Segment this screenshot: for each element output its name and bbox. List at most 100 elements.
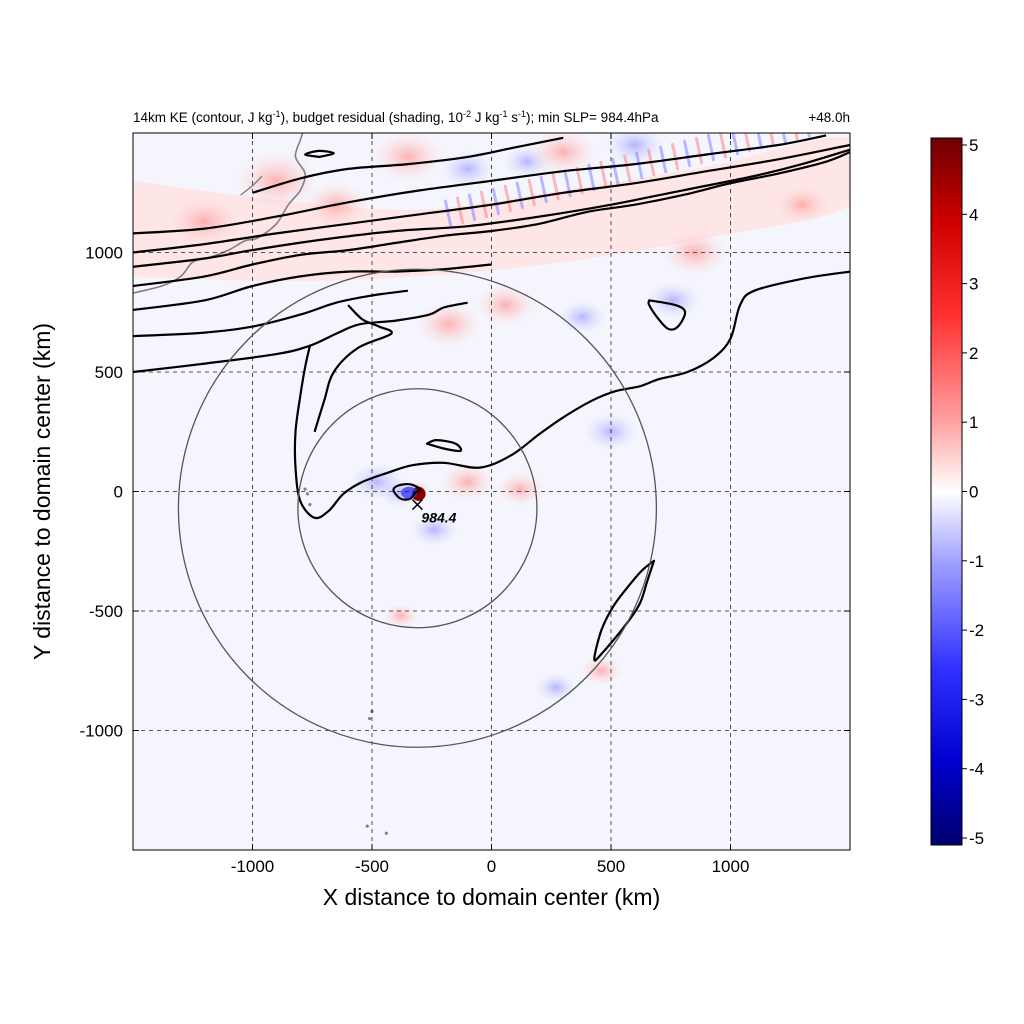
ke-contour-line [133, 151, 850, 288]
x-tick-label: 500 [597, 857, 625, 876]
colorbar-tick-label: 3 [969, 275, 978, 294]
coastline-island [305, 492, 310, 496]
colorbar-tick-label: 0 [969, 483, 978, 502]
colorbar-tick-label: -5 [969, 829, 984, 848]
shading-streak [623, 154, 632, 183]
shading-streak [527, 178, 536, 207]
shading-streak [563, 169, 572, 198]
shading-streak [730, 133, 739, 156]
shading-jet-band [133, 136, 850, 282]
storm-marker-stroke [411, 499, 423, 511]
y-tick-label: -1000 [80, 722, 123, 741]
ke-contour-line [133, 143, 850, 254]
colorbar-tick-label: 5 [969, 136, 978, 155]
y-tick-label: 500 [95, 363, 123, 382]
colorbar-tick-label: 1 [969, 413, 978, 432]
colorbar: 5 4 3 2 1 0 -1 -2 -3 -4 -5 [930, 136, 984, 848]
time-label: +48.0h [808, 110, 850, 125]
coastline-island [308, 503, 312, 507]
shading-streak [491, 187, 500, 216]
shading-patch [167, 195, 242, 248]
shading-streak [443, 199, 453, 228]
shading-streak [694, 136, 704, 165]
colorbar-tick-label: -2 [969, 621, 984, 640]
shading-streak [611, 157, 620, 186]
chart-title: 14km KE (contour, J kg-1), budget residu… [133, 109, 659, 125]
shading-patch [495, 471, 546, 507]
ke-contour-branch [313, 304, 393, 433]
shading-patch [409, 512, 459, 547]
shading-patch [382, 602, 420, 629]
shading-streak [671, 142, 680, 171]
range-circle [297, 388, 538, 629]
storm-pressure-label: 984.4 [421, 510, 456, 526]
shading-streak [479, 190, 489, 219]
coastline-segment [240, 175, 263, 196]
ke-contour-storm [293, 270, 850, 520]
shading-streak [682, 139, 692, 168]
shading-streak [635, 151, 644, 180]
coastline-segment [133, 133, 307, 294]
shading-streak [503, 184, 512, 213]
ke-contour-line [133, 134, 827, 235]
shading-streak [455, 196, 465, 225]
colorbar-tick-label: 2 [969, 344, 978, 363]
x-axis-label: X distance to domain center (km) [323, 884, 660, 910]
colorbar-tick-label: -3 [969, 690, 984, 709]
shading-patch [414, 300, 483, 348]
shading-streak [790, 133, 799, 141]
colorbar-tick-label: 4 [969, 205, 978, 224]
ke-contour-line [252, 136, 564, 194]
x-tick-label: -1000 [231, 857, 274, 876]
shading-streak [575, 166, 584, 195]
colorbar-tick-label: -1 [969, 552, 984, 571]
shading-patch [557, 299, 608, 335]
shading-patch [439, 462, 496, 502]
ke-contours [133, 134, 850, 662]
shading-patch [603, 133, 666, 167]
storm-center-marker: 984.4 [411, 499, 457, 526]
colorbar-ticks: 5 4 3 2 1 0 -1 -2 -3 -4 -5 [962, 136, 984, 848]
shading-patch [529, 133, 598, 176]
shading-patch [645, 280, 702, 320]
shading-streak [754, 133, 763, 150]
shading-streak [587, 163, 596, 192]
shading-streak [515, 181, 524, 210]
shading-streak [742, 133, 751, 153]
shading-patch [370, 133, 446, 183]
y-axis-label: Y distance to domain center (km) [29, 323, 55, 660]
y-tick-label: 1000 [85, 244, 123, 263]
coastline-island [368, 716, 372, 721]
coastline-island [303, 487, 307, 491]
ke-contour-closed [304, 149, 335, 158]
ke-contour-line [133, 301, 468, 374]
plot-area: 984.4 -1000 -500 0 500 1000 -1000 -500 0 500 100… [80, 132, 851, 876]
range-circle [177, 268, 658, 748]
ke-contour-closed [647, 299, 687, 331]
ke-contour-closed [593, 559, 656, 662]
colorbar-tick-label: -4 [969, 760, 984, 779]
ke-contour-line [133, 289, 409, 338]
ke-contour-closed [392, 482, 421, 501]
x-axis-ticks: -1000 -500 0 500 1000 [231, 133, 750, 876]
shading-streak [766, 133, 775, 147]
y-axis-ticks: -1000 -500 0 500 1000 [80, 244, 850, 741]
shading-streak [778, 133, 787, 144]
y-tick-label: -500 [89, 602, 123, 621]
coastline [133, 133, 388, 835]
shading-patch [474, 283, 537, 327]
x-tick-label: 1000 [712, 857, 750, 876]
ke-contour-closed [425, 439, 463, 453]
coastline-island [384, 831, 388, 835]
x-tick-label: -500 [355, 857, 389, 876]
colorbar-gradient [930, 137, 963, 846]
shading-patch [774, 185, 831, 225]
shading-patch [232, 150, 320, 211]
shading-patch [579, 655, 624, 686]
ke-contour-line [133, 148, 850, 268]
range-circles [177, 268, 658, 748]
shading-patch [534, 672, 578, 703]
y-tick-label: 0 [114, 483, 123, 502]
coastline-island [365, 824, 369, 828]
